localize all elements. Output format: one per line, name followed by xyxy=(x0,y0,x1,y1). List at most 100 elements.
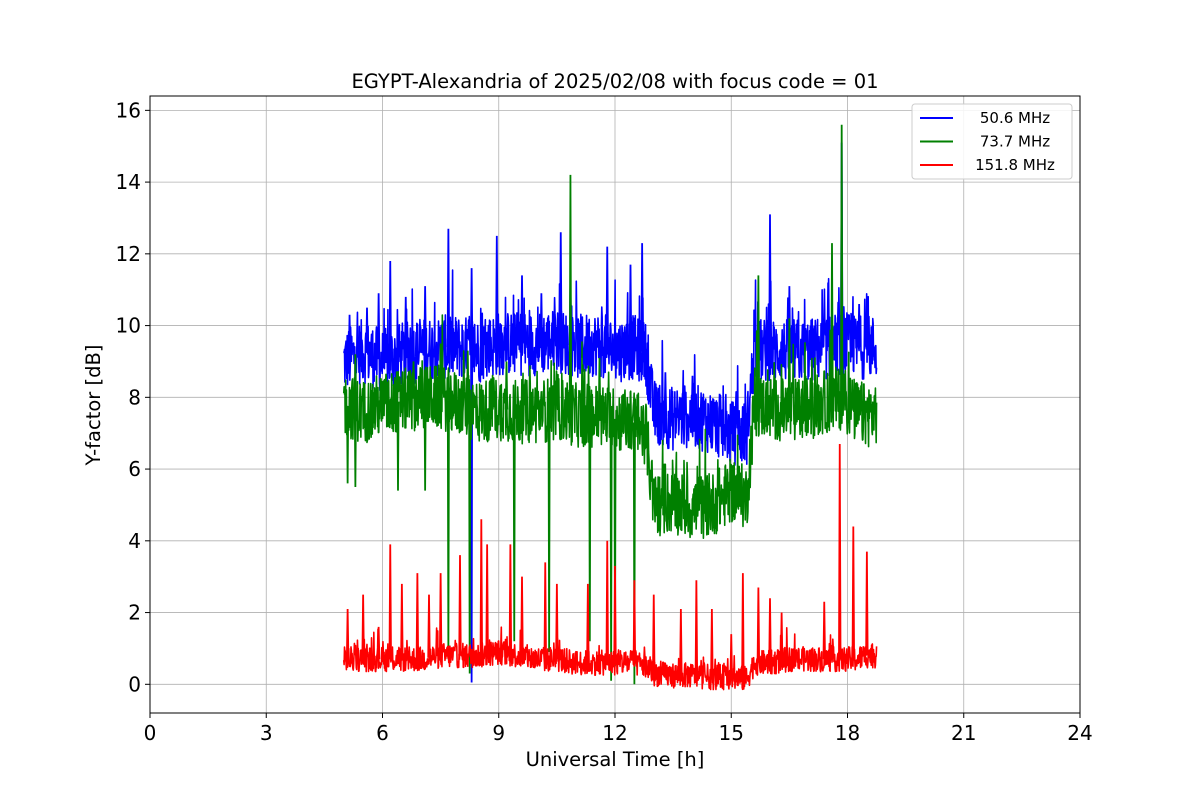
series-spike xyxy=(353,354,358,409)
series-spike xyxy=(485,544,489,655)
x-tick-label: 0 xyxy=(144,721,157,745)
series-dip xyxy=(346,405,350,484)
series-spike xyxy=(710,608,714,678)
series-dip xyxy=(547,409,551,653)
y-tick-label: 2 xyxy=(128,601,141,625)
series-spike xyxy=(605,540,609,663)
series-spike xyxy=(543,562,547,660)
legend: 50.6 MHz 73.7 MHz 151.8 MHz xyxy=(911,103,1073,180)
series-dip xyxy=(446,400,450,660)
series-spike xyxy=(466,350,470,408)
series-spike xyxy=(663,372,668,416)
series-spike xyxy=(438,343,443,398)
series-dip xyxy=(353,408,357,488)
series-spike xyxy=(729,634,733,678)
series-spike xyxy=(787,318,792,412)
x-tick-label: 3 xyxy=(260,721,273,745)
series-spike xyxy=(586,583,590,663)
series-spike xyxy=(768,598,772,663)
x-tick-label: 24 xyxy=(1067,721,1092,745)
series-spike xyxy=(851,526,855,660)
series-line xyxy=(342,314,878,540)
series-spike xyxy=(779,612,784,661)
y-tick-label: 6 xyxy=(128,457,141,481)
series-spike xyxy=(632,580,637,663)
series-dip xyxy=(468,408,472,674)
series-spike xyxy=(411,361,416,399)
series-spike xyxy=(741,573,745,679)
series-spike xyxy=(857,304,861,348)
x-tick-label: 9 xyxy=(492,721,505,745)
series-spike xyxy=(504,361,509,410)
legend-label: 73.7 MHz xyxy=(980,133,1050,151)
series-spike xyxy=(365,307,369,353)
series-2 xyxy=(342,443,878,691)
series-spike xyxy=(559,232,563,342)
series-spike xyxy=(822,601,826,660)
series-spike xyxy=(679,608,683,676)
series-spike xyxy=(508,544,513,655)
series-spike xyxy=(458,555,462,656)
series-spike xyxy=(756,275,761,406)
series-dip xyxy=(609,418,613,681)
y-tick-label: 14 xyxy=(116,170,141,194)
series-dip xyxy=(512,410,516,642)
series-spike xyxy=(826,282,830,348)
y-tick-label: 12 xyxy=(116,242,141,266)
series-spike xyxy=(613,565,617,663)
series-spike xyxy=(361,594,365,660)
series-dip xyxy=(588,415,592,642)
x-axis-label: Universal Time [h] xyxy=(526,748,705,771)
legend-label: 50.6 MHz xyxy=(980,109,1050,127)
y-tick-label: 4 xyxy=(128,529,141,553)
series-spike xyxy=(479,519,483,656)
series-spike xyxy=(690,375,695,416)
series-spike xyxy=(438,573,443,656)
chart-title: EGYPT-Alexandria of 2025/02/08 with focu… xyxy=(351,70,878,93)
x-tick-label: 18 xyxy=(835,721,860,745)
series-spike xyxy=(640,243,644,352)
series-spike xyxy=(495,235,499,345)
x-tick-label: 12 xyxy=(602,721,627,745)
series-line xyxy=(342,269,878,466)
y-tick-label: 0 xyxy=(128,672,141,696)
series-spike xyxy=(840,124,844,398)
series-spike xyxy=(388,544,392,660)
legend-label: 151.8 MHz xyxy=(975,156,1055,174)
series-spike xyxy=(345,608,350,660)
series-spike xyxy=(830,243,834,401)
x-axis-ticks: 0 3 6 9 12 15 18 21 24 xyxy=(144,713,1093,745)
series-spike xyxy=(520,576,524,657)
series-dip xyxy=(396,401,400,491)
series-spike xyxy=(347,314,352,359)
series-spike xyxy=(376,626,381,660)
series-spike xyxy=(628,264,633,348)
series-spike xyxy=(427,594,431,658)
series-spike xyxy=(694,580,699,676)
series-spike xyxy=(717,393,722,427)
series-spike xyxy=(838,443,842,660)
series-spike xyxy=(756,587,761,663)
series-spike xyxy=(539,293,544,343)
series-spike xyxy=(865,551,869,656)
series-spike xyxy=(568,174,573,414)
series-spike xyxy=(376,293,381,360)
x-tick-label: 15 xyxy=(719,721,744,745)
series-spike xyxy=(597,357,602,416)
series-1 xyxy=(342,124,878,685)
y-axis-label: Y-factor [dB] xyxy=(82,345,105,467)
series-spike xyxy=(469,268,474,350)
series-spike xyxy=(400,583,404,660)
series-spike xyxy=(768,214,772,351)
y-tick-label: 8 xyxy=(128,385,141,409)
series-spike xyxy=(446,228,451,348)
series-spike xyxy=(520,275,524,344)
series-dip xyxy=(632,422,636,685)
series-spike xyxy=(652,594,656,674)
y-tick-label: 10 xyxy=(116,314,141,338)
y-axis-ticks: 0 2 4 6 8 10 12 14 16 xyxy=(116,98,150,696)
series-spike xyxy=(555,583,559,660)
x-tick-label: 6 xyxy=(376,721,389,745)
x-tick-label: 21 xyxy=(951,721,976,745)
